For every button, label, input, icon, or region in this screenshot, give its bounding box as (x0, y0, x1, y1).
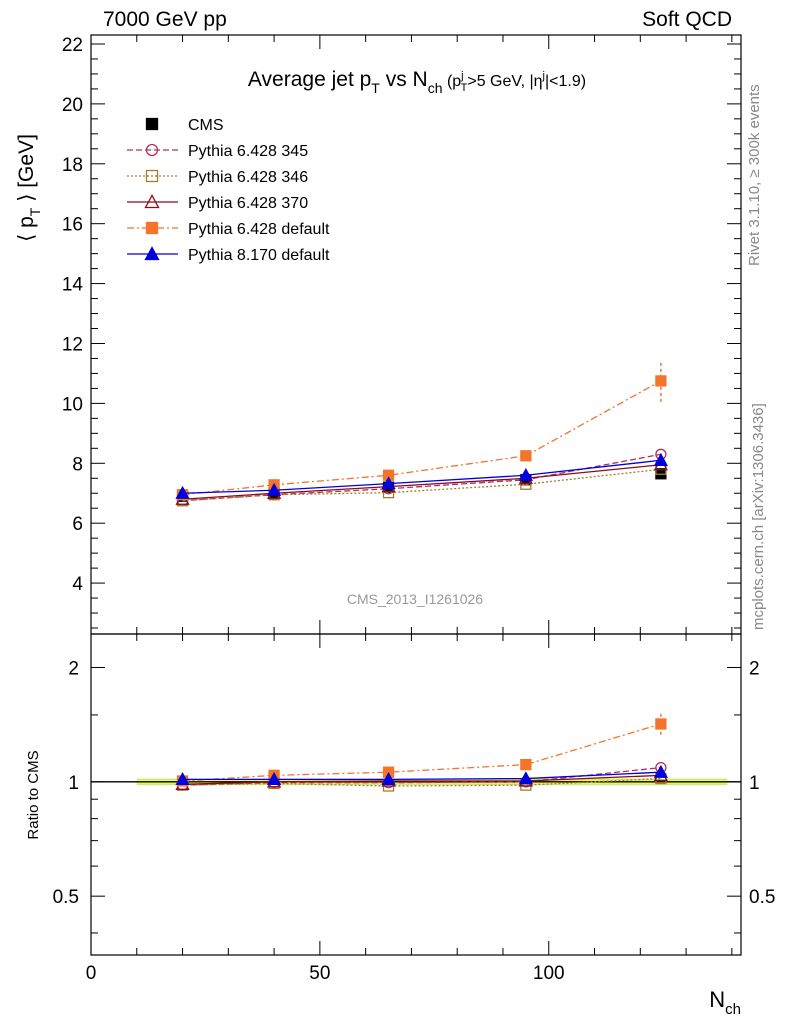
ratio-y-tick-label-right: 1 (749, 773, 760, 794)
main-plot: 4 6 8 10 12 14 16 18 20 22 CMS_2013_I1261026 (62, 34, 742, 635)
legend-marker (145, 221, 159, 235)
y-tick-label: 18 (62, 155, 83, 176)
legend-label: Pythia 6.428 345 (188, 143, 308, 160)
legend-label: Pythia 6.428 default (188, 221, 330, 238)
ratio-data-point (267, 772, 282, 786)
ratio-y-axis-label: Ratio to CMS (25, 750, 42, 839)
data-point (518, 467, 533, 481)
series-line (182, 380, 662, 496)
ratio-plot-frame (90, 633, 742, 956)
y-tick-label: 12 (62, 334, 83, 355)
data-point (381, 476, 396, 490)
series-pythia-8-170-default (175, 452, 668, 499)
ratio-data-point (653, 764, 668, 778)
ratio-data-point (520, 758, 532, 771)
legend-item: Pythia 6.428 default (127, 221, 330, 238)
series-line (182, 459, 661, 494)
main-chart-title: Average jet pT vs Nch (pj T>5 GeV, |ηj|<1… (248, 68, 586, 96)
data-point (267, 482, 282, 496)
analysis-watermark: CMS_2013_I1261026 (347, 591, 483, 607)
data-point (520, 450, 532, 462)
legend-marker (144, 246, 160, 261)
y-tick-label: 14 (62, 275, 84, 296)
x-tick-label: 100 (533, 963, 565, 984)
legend-item: Pythia 6.428 370 (127, 194, 308, 212)
legend-label: Pythia 6.428 346 (188, 169, 308, 186)
y-tick-label: 16 (62, 215, 83, 236)
ratio-y-tick-label-right: 2 (749, 658, 760, 679)
data-point (175, 485, 190, 499)
ratio-y-tick-label: 1 (68, 773, 79, 794)
series-line (182, 468, 661, 502)
x-axis-label: Nch (709, 987, 741, 1018)
ratio-data-point (175, 772, 190, 786)
legend: CMS Pythia 6.428 345 Pythia 6.428 346 Pythi… (127, 117, 330, 264)
y-tick-label: 20 (62, 95, 83, 116)
ratio-data-point (381, 772, 396, 786)
legend-item: Pythia 6.428 346 (127, 169, 308, 186)
legend-label: Pythia 6.428 370 (188, 195, 308, 212)
legend-marker (145, 117, 159, 131)
x-tick-label: 50 (309, 963, 330, 984)
data-point (653, 452, 668, 466)
header-right-label: Soft QCD (642, 8, 732, 31)
y-tick-label: 6 (72, 514, 83, 535)
ratio-y-tick-label: 2 (68, 658, 79, 679)
legend-item: Pythia 6.428 345 (127, 143, 308, 160)
series-pythia-6-428-default (176, 359, 667, 501)
legend-marker (145, 169, 159, 183)
ratio-series-line (182, 723, 662, 782)
y-tick-label: 8 (72, 454, 83, 475)
ratio-series-pythia-6-428-345 (176, 761, 667, 791)
ratio-data-point (518, 771, 533, 785)
x-tick-label: 0 (86, 963, 97, 984)
header-left-label: 7000 GeV pp (103, 8, 227, 31)
y-tick-label: 22 (62, 35, 83, 56)
legend-item: CMS (145, 117, 224, 134)
ratio-series-pythia-8-170-default (175, 764, 668, 786)
y-tick-label: 10 (62, 394, 83, 415)
legend-label: CMS (188, 117, 224, 134)
legend-item: Pythia 8.170 default (127, 246, 330, 264)
legend-marker (144, 194, 160, 209)
ratio-y-tick-label-right: 0.5 (749, 887, 775, 908)
series-line (182, 453, 662, 502)
y-tick-label: 4 (72, 574, 83, 595)
ratio-series-line (182, 777, 661, 787)
series-pythia-6-428-345 (176, 448, 667, 507)
y-axis-label: ⟨ pT ⟩ [GeV] (15, 134, 43, 242)
ratio-plot: 0.5 0.5 1 1 2 2 0 50 100 Ratio to CMS (25, 633, 775, 984)
legend-label: Pythia 8.170 default (188, 247, 330, 264)
ratio-data-point (655, 718, 667, 730)
data-point (655, 375, 667, 387)
ratio-y-tick-label: 0.5 (53, 887, 79, 908)
legend-marker (145, 143, 159, 157)
